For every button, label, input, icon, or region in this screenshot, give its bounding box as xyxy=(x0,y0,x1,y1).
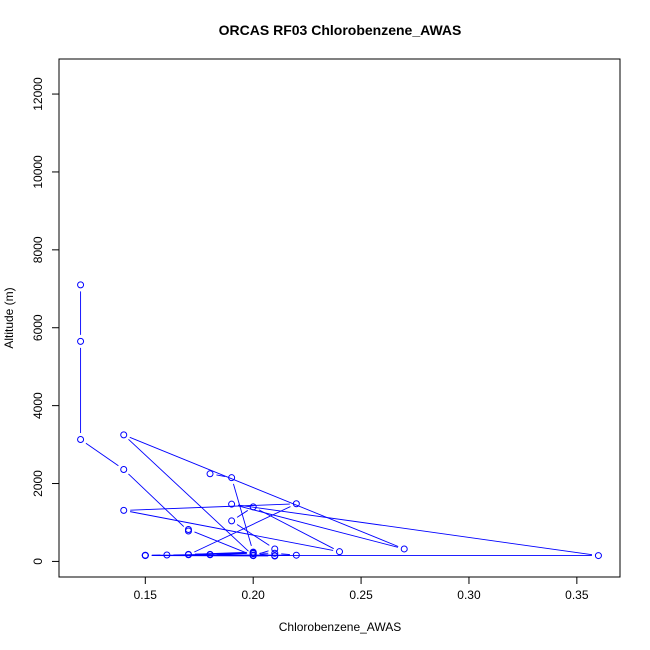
y-tick-label: 4000 xyxy=(31,392,45,419)
data-point xyxy=(336,548,343,556)
data-point xyxy=(249,503,257,511)
y-tick-label: 2000 xyxy=(31,470,45,497)
y-axis-label: Altitude (m) xyxy=(2,287,16,348)
y-tick-label: 0 xyxy=(31,558,45,565)
data-point xyxy=(141,552,149,560)
data-point xyxy=(77,281,85,289)
series-line-segment xyxy=(194,531,248,554)
series-line-segment xyxy=(232,483,252,546)
data-point xyxy=(77,436,85,444)
series-line-segment xyxy=(194,506,291,553)
data-point xyxy=(594,552,602,560)
x-tick-label: 0.25 xyxy=(349,588,373,602)
series-line-segment xyxy=(258,509,334,550)
x-tick-label: 0.30 xyxy=(457,588,481,602)
series-line-segment xyxy=(259,550,269,555)
data-point xyxy=(184,550,192,558)
series-line-segment xyxy=(128,438,249,552)
series-line-segment xyxy=(130,511,334,551)
series-line-segment xyxy=(259,553,269,556)
data-point xyxy=(271,552,279,560)
y-axis: 0 2000 4000 6000 8000 10000 12000 xyxy=(31,77,60,565)
y-tick-label: 8000 xyxy=(31,236,45,263)
data-point xyxy=(228,500,236,508)
series-line-segment xyxy=(130,503,290,511)
chart-title: ORCAS RF03 Chlorobenzene_AWAS xyxy=(219,22,462,38)
data-point xyxy=(292,551,300,559)
series-line-segment xyxy=(236,524,270,546)
y-tick-label: 6000 xyxy=(31,314,45,341)
data-point xyxy=(120,431,128,439)
plot-area xyxy=(58,58,621,578)
x-axis-label: Chlorobenzene_AWAS xyxy=(279,620,402,634)
series-line-segment xyxy=(194,551,247,555)
series-line-segment xyxy=(216,553,247,556)
y-tick-label: 12000 xyxy=(31,77,45,111)
data-point xyxy=(228,474,236,482)
data-point xyxy=(120,506,128,514)
data-point xyxy=(400,545,408,553)
data-point xyxy=(228,517,236,525)
data-point xyxy=(184,525,192,533)
series-line-segment xyxy=(85,442,119,467)
data-point xyxy=(77,337,85,345)
y-tick-label: 10000 xyxy=(31,155,45,189)
x-axis: 0.15 0.20 0.25 0.30 0.35 xyxy=(134,576,589,602)
data-point xyxy=(292,500,300,508)
data-point xyxy=(249,552,257,560)
series-line-segment xyxy=(237,505,399,548)
series-line-segment xyxy=(216,474,226,477)
x-tick-label: 0.20 xyxy=(242,588,266,602)
series-line-segment xyxy=(237,504,593,556)
data-point xyxy=(249,548,257,556)
data-point xyxy=(271,545,279,553)
series-line-segment xyxy=(129,436,399,547)
data-point xyxy=(206,551,214,559)
data-point xyxy=(206,470,214,478)
series-line-segment xyxy=(281,553,290,556)
series-layer xyxy=(77,281,602,560)
data-point xyxy=(163,551,171,559)
x-tick-label: 0.35 xyxy=(565,588,589,602)
data-point xyxy=(120,466,128,474)
series-line-segment xyxy=(128,473,185,527)
data-point xyxy=(271,549,279,557)
x-tick-label: 0.15 xyxy=(134,588,158,602)
